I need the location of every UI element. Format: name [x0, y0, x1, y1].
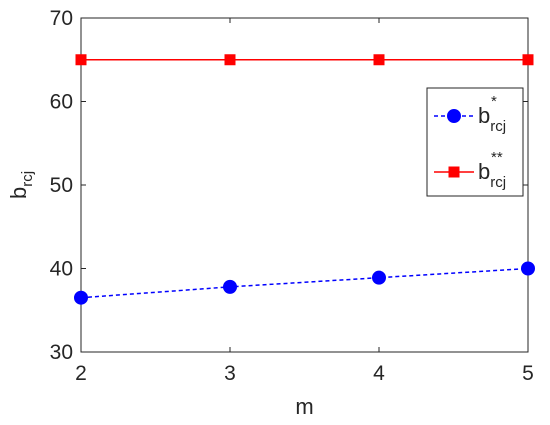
series-line-1: [80, 267, 529, 299]
legend-marker-square: [448, 166, 460, 178]
y-axis: 30 40 50 60 70: [50, 7, 528, 364]
data-point-series-2: [75, 54, 87, 66]
y-tick-label: 70: [50, 7, 73, 30]
x-tick-label: 2: [75, 362, 87, 385]
legend-marker-circle: [447, 109, 461, 123]
y-tick-label: 30: [50, 341, 73, 364]
y-tick-label: 40: [50, 258, 73, 281]
y-tick-label: 50: [50, 174, 73, 197]
legend-entry-series-2: brcj **: [434, 149, 506, 191]
svg-text:brcj: brcj: [478, 159, 506, 191]
y-axis-label: brcj: [6, 171, 36, 199]
x-tick-label: 4: [373, 362, 385, 385]
y-tick-label: 60: [50, 91, 73, 114]
legend-label-series-2-base: b: [478, 159, 490, 184]
legend-label-series-2-sup: **: [491, 149, 503, 166]
data-point-series-1: [521, 261, 535, 276]
data-point-series-1: [74, 290, 88, 305]
x-axis-label: m: [295, 394, 313, 419]
x-tick-label: 3: [224, 362, 236, 385]
x-tick-label: 5: [522, 362, 534, 385]
data-point-series-1: [223, 279, 237, 294]
data-point-series-1: [372, 270, 386, 285]
legend-label-series-1-base: b: [478, 103, 490, 128]
legend: brcj * brcj **: [426, 87, 524, 197]
legend-label-series-1-sup: *: [491, 93, 497, 110]
data-point-series-2: [224, 54, 236, 66]
x-axis: 2 3 4 5: [75, 18, 534, 385]
y-axis-label-sub: rcj: [19, 171, 36, 187]
svg-text:brcj: brcj: [6, 171, 36, 199]
legend-box: [426, 87, 524, 197]
y-axis-label-base: b: [6, 187, 31, 199]
series-layer: [74, 54, 535, 305]
svg-text:brcj: brcj: [478, 103, 506, 135]
legend-entry-series-1: brcj *: [434, 93, 506, 135]
legend-label-series-2-sub: rcj: [490, 174, 506, 191]
data-point-series-2: [522, 54, 534, 66]
legend-label-series-1-sub: rcj: [490, 118, 506, 135]
data-point-series-2: [373, 54, 385, 66]
